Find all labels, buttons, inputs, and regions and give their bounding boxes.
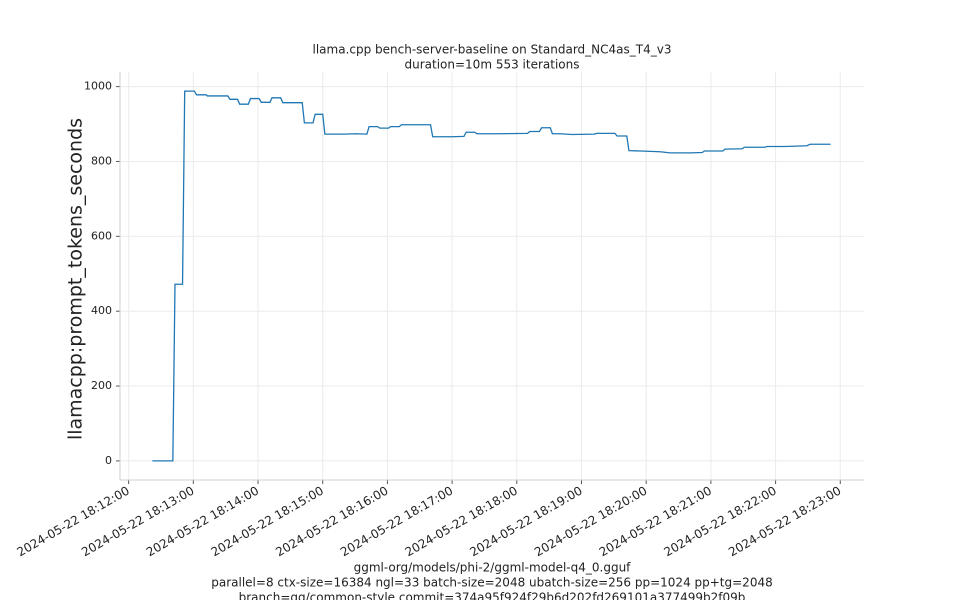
x-tick-label: 2024-05-22 18:22:00 xyxy=(661,484,778,560)
y-tick-label: 0 xyxy=(105,454,112,467)
x-tick-label: 2024-05-22 18:21:00 xyxy=(597,484,714,560)
x-tick-label: 2024-05-22 18:20:00 xyxy=(532,484,649,560)
y-tick-label: 200 xyxy=(91,379,112,392)
x-tick-label: 2024-05-22 18:13:00 xyxy=(79,484,196,560)
footer-line: ggml-org/models/phi-2/ggml-model-q4_0.gg… xyxy=(354,561,632,575)
x-tick-label: 2024-05-22 18:12:00 xyxy=(14,484,131,560)
x-tick-label: 2024-05-22 18:19:00 xyxy=(467,484,584,560)
y-tick-label: 1000 xyxy=(84,80,112,93)
y-tick-label: 600 xyxy=(91,229,112,242)
x-tick-label: 2024-05-22 18:18:00 xyxy=(403,484,520,560)
x-tick-label: 2024-05-22 18:16:00 xyxy=(273,484,390,560)
x-tick-label: 2024-05-22 18:14:00 xyxy=(144,484,261,560)
chart-title: llama.cpp bench-server-baseline on Stand… xyxy=(313,43,672,57)
y-tick-label: 400 xyxy=(91,304,112,317)
x-tick-label: 2024-05-22 18:15:00 xyxy=(209,484,326,560)
chart-subtitle: duration=10m 553 iterations xyxy=(405,58,580,72)
x-tick-label: 2024-05-22 18:17:00 xyxy=(338,484,455,560)
footer-line: branch=gg/common-style commit=374a95f924… xyxy=(239,591,746,600)
data-line xyxy=(152,90,831,462)
x-tick-label: 2024-05-22 18:23:00 xyxy=(726,484,843,560)
footer-line: parallel=8 ctx-size=16384 ngl=33 batch-s… xyxy=(211,576,772,590)
y-axis-label: llamacpp:prompt_tokens_seconds xyxy=(65,118,87,440)
y-tick-label: 800 xyxy=(91,154,112,167)
